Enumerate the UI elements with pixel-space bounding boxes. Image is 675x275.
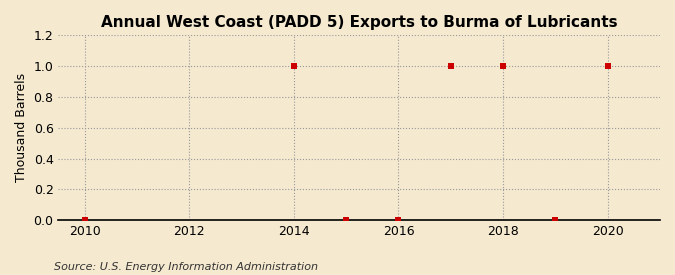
Point — [602, 64, 613, 68]
Point — [497, 64, 508, 68]
Point — [446, 64, 456, 68]
Title: Annual West Coast (PADD 5) Exports to Burma of Lubricants: Annual West Coast (PADD 5) Exports to Bu… — [101, 15, 618, 30]
Point — [550, 218, 561, 222]
Point — [341, 218, 352, 222]
Point — [393, 218, 404, 222]
Point — [288, 64, 299, 68]
Text: Source: U.S. Energy Information Administration: Source: U.S. Energy Information Administ… — [54, 262, 318, 272]
Point — [79, 218, 90, 222]
Y-axis label: Thousand Barrels: Thousand Barrels — [15, 73, 28, 182]
